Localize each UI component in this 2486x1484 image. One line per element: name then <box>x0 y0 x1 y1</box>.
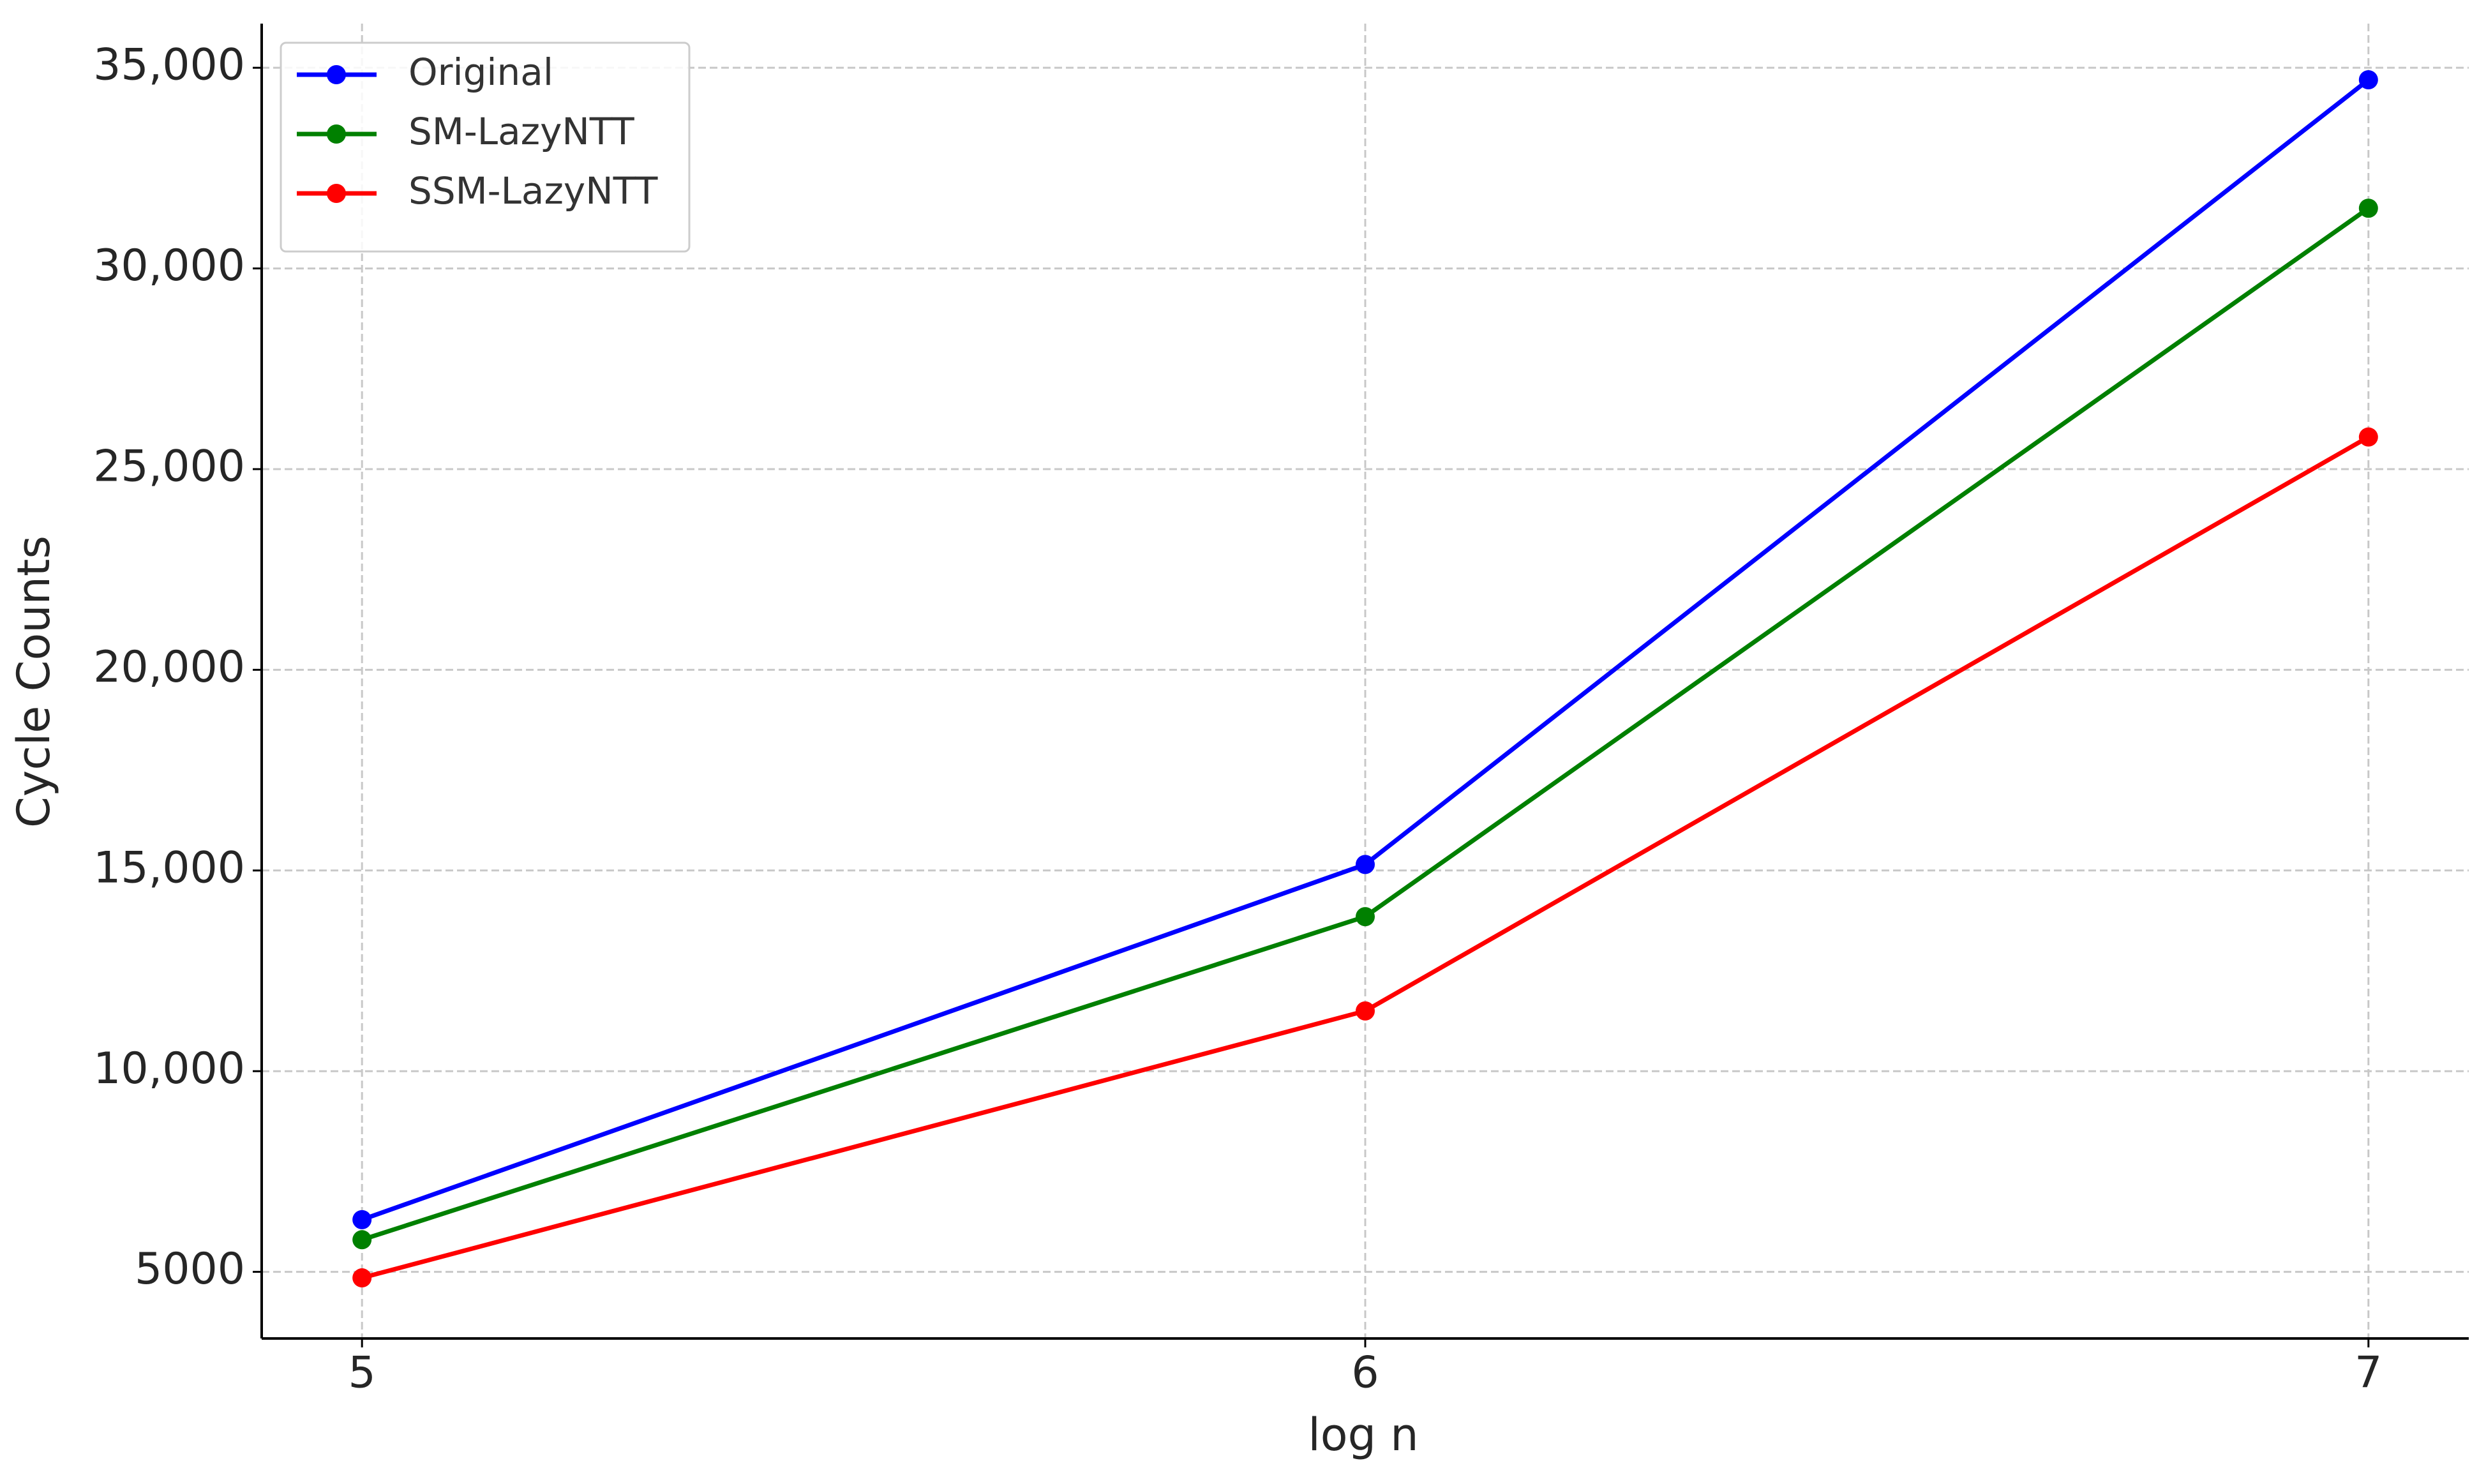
y-tick-label: 15,000 <box>93 843 245 893</box>
y-tick-label: 5000 <box>135 1244 245 1294</box>
y-tick-label: 20,000 <box>93 642 245 693</box>
data-point <box>1356 855 1375 874</box>
legend-marker <box>327 65 346 84</box>
legend-marker <box>327 184 346 203</box>
y-axis-label: Cycle Counts <box>8 536 60 828</box>
x-tick-label: 5 <box>348 1348 376 1398</box>
y-tick-label: 35,000 <box>93 40 245 91</box>
legend-label: SSM-LazyNTT <box>408 169 658 213</box>
data-point <box>1356 907 1375 927</box>
y-tick-label: 25,000 <box>93 442 245 492</box>
legend-label: Original <box>408 50 553 94</box>
x-axis-label: log n <box>1308 1409 1418 1461</box>
x-tick-label: 6 <box>1351 1348 1379 1398</box>
data-point <box>1356 1001 1375 1021</box>
legend-marker <box>327 124 346 144</box>
data-point <box>2358 427 2378 447</box>
x-tick-label: 7 <box>2355 1348 2382 1398</box>
data-point <box>352 1230 372 1250</box>
y-tick-label: 30,000 <box>93 241 245 291</box>
legend-box <box>280 41 691 253</box>
data-point <box>352 1268 372 1288</box>
data-point <box>352 1210 372 1229</box>
y-tick-label: 10,000 <box>93 1044 245 1094</box>
data-point <box>2358 199 2378 218</box>
legend-label: SM-LazyNTT <box>408 110 634 153</box>
legend: Original SM-LazyNTT SSM-LazyNTT <box>280 41 691 253</box>
data-point <box>2358 70 2378 90</box>
